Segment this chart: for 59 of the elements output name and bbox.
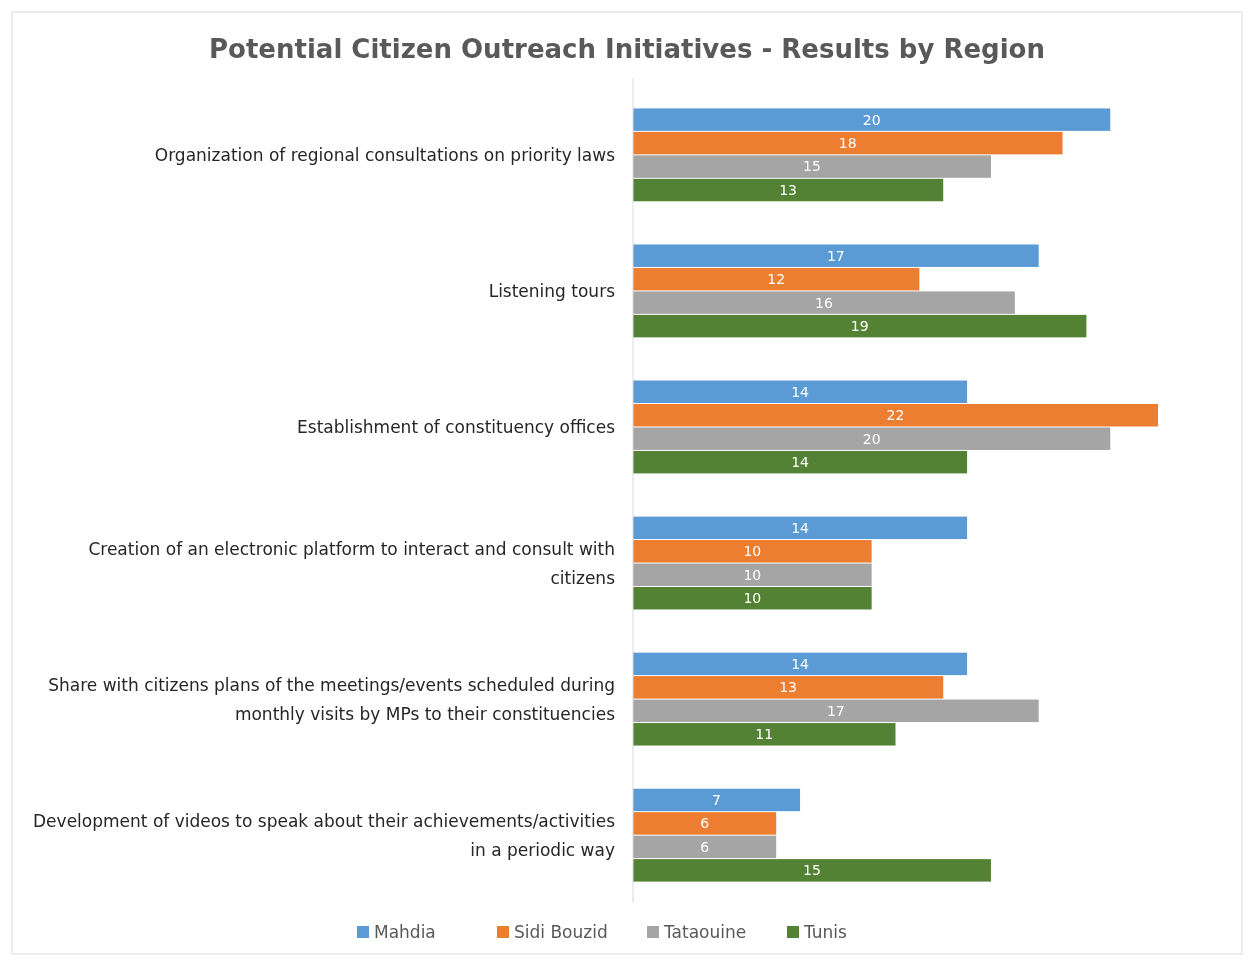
y-tick-label: Establishment of constituency offices <box>297 417 616 438</box>
bar <box>633 380 968 403</box>
bar <box>633 540 872 563</box>
y-tick-label: Share with citizens plans of the meetings/events scheduled during monthly visits by MPs to their constituencies <box>48 675 616 725</box>
bar <box>633 404 1158 427</box>
data-label: 15 <box>803 158 821 175</box>
data-label: 20 <box>862 111 881 128</box>
y-tick-label: Creation of an electronic platform to interact and consult with citizens <box>88 538 616 588</box>
bar <box>633 291 1015 314</box>
data-label: 6 <box>700 838 710 855</box>
legend-label: Tataouine <box>663 921 747 942</box>
data-label: 7 <box>712 791 721 808</box>
bar <box>633 563 872 586</box>
data-label: 13 <box>779 679 798 696</box>
data-label: 22 <box>886 407 905 424</box>
bar <box>633 652 968 676</box>
data-label: 10 <box>743 590 762 607</box>
data-label: 15 <box>803 862 821 879</box>
bar <box>633 427 1111 450</box>
bar <box>633 178 944 202</box>
data-label: 6 <box>700 815 710 832</box>
bar <box>633 267 920 291</box>
bar <box>633 155 991 178</box>
legend-label: Mahdia <box>374 921 436 942</box>
bar <box>633 108 1111 131</box>
legend-label: Tunis <box>803 921 848 942</box>
data-label: 13 <box>779 181 798 198</box>
data-label: 14 <box>791 519 810 536</box>
legend-label: Sidi Bouzid <box>514 921 608 942</box>
bar <box>633 676 944 699</box>
chart-title: Potential Citizen Outreach Initiatives - Results by Region <box>209 34 1045 64</box>
bar <box>633 587 872 610</box>
y-tick-label: Listening tours <box>488 281 616 302</box>
data-label: 14 <box>791 383 810 400</box>
bar <box>633 788 801 812</box>
data-label: 10 <box>743 543 762 560</box>
data-label: 17 <box>826 247 845 264</box>
bar <box>633 835 777 859</box>
bar <box>633 314 1087 338</box>
data-label: 12 <box>767 271 786 288</box>
bar <box>633 516 968 540</box>
bar <box>633 859 991 882</box>
bar <box>633 131 1063 155</box>
bar <box>633 244 1039 267</box>
data-label: 18 <box>838 135 857 152</box>
y-tick-label: Development of videos to speak about their achievements/activities in a periodic way <box>33 811 616 861</box>
data-label: 11 <box>755 726 774 743</box>
data-label: 17 <box>826 702 845 719</box>
data-label: 10 <box>743 566 762 583</box>
y-tick-label: Organization of regional consultations on priority laws <box>154 145 616 166</box>
bar <box>633 699 1039 723</box>
data-label: 14 <box>791 454 810 471</box>
bar <box>633 450 968 474</box>
data-label: 16 <box>815 294 833 311</box>
bar <box>633 723 896 746</box>
data-label: 20 <box>862 430 881 447</box>
data-label: 19 <box>850 318 869 335</box>
data-label: 14 <box>791 655 810 672</box>
bar <box>633 812 777 835</box>
